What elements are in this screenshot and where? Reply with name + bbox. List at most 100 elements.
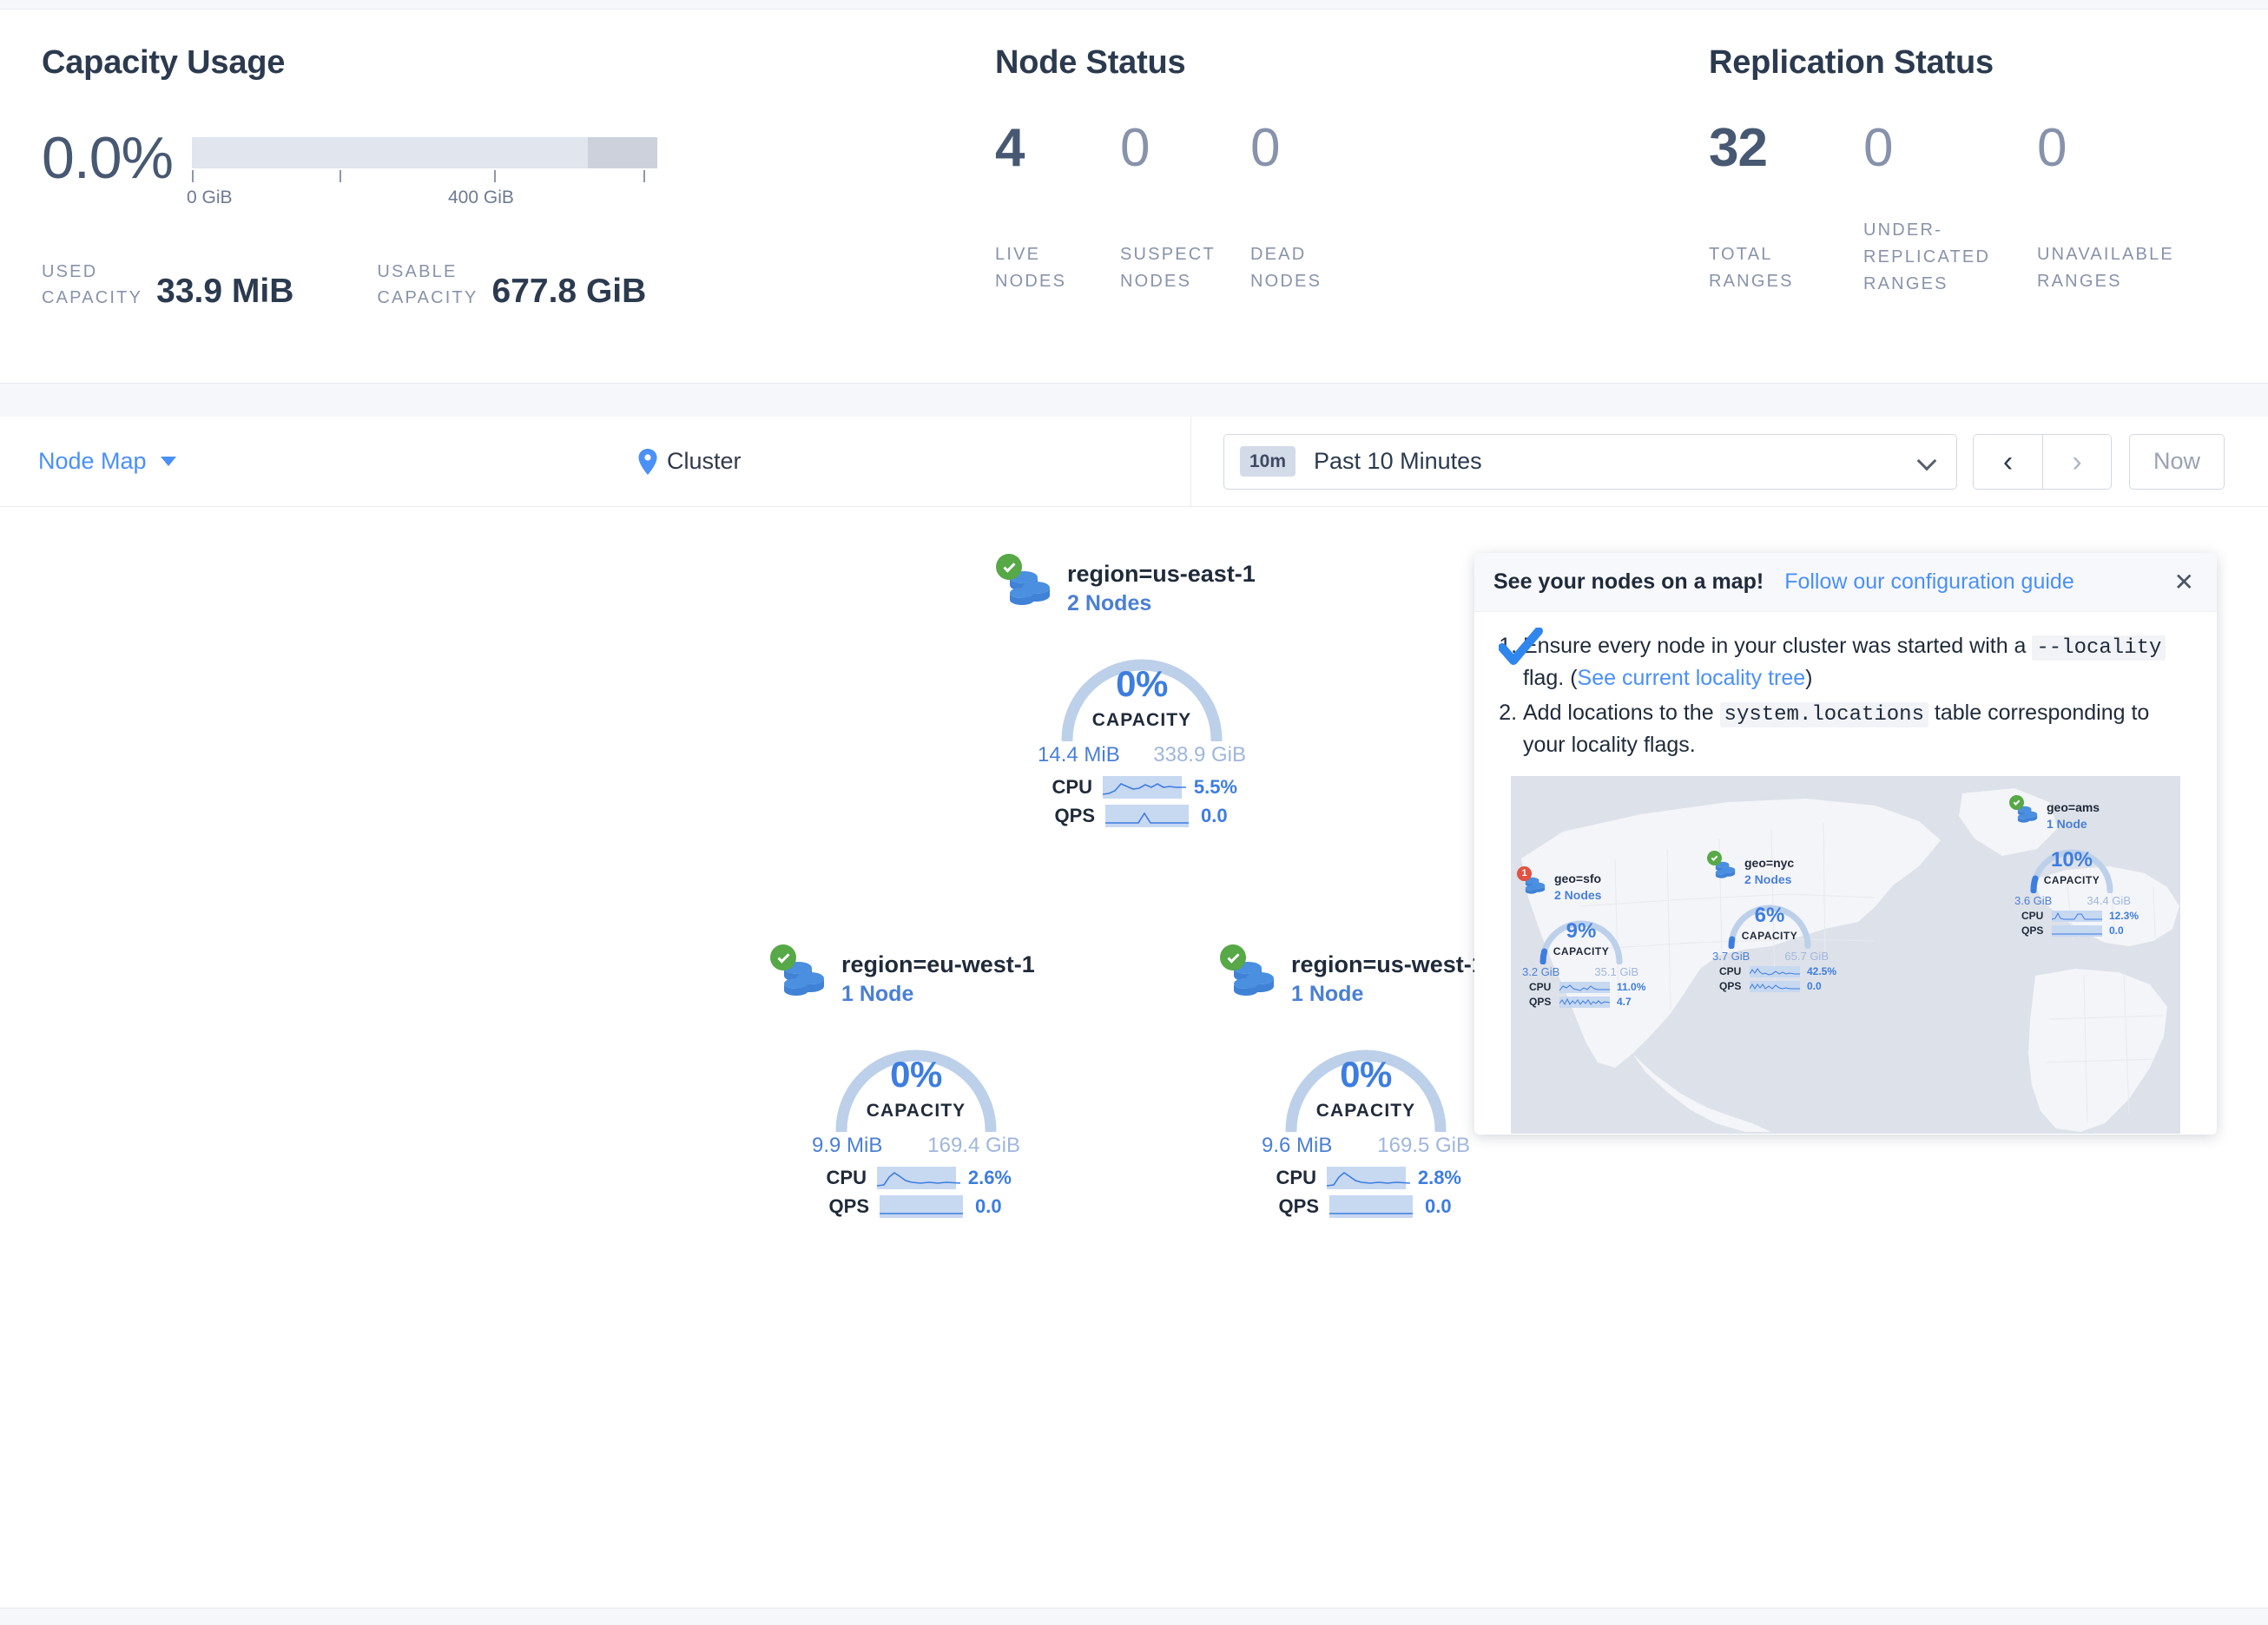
map-locality-node[interactable]: geo=ams 1 Node 10% CAPACITY bbox=[2009, 795, 2139, 938]
qps-sparkline bbox=[880, 1195, 963, 1218]
step1-text-b: flag. ( bbox=[1523, 666, 1578, 691]
view-selector-dropdown[interactable]: Node Map bbox=[38, 448, 176, 475]
replication-status-metrics: 32 TOTAL RANGES 0 UNDER- REPLICATED RANG… bbox=[1709, 118, 2268, 294]
node-status-title: Node Status bbox=[995, 44, 1186, 81]
total-ranges-value: 32 bbox=[1709, 118, 1768, 178]
locality-header: region=us-west-1 1 Node bbox=[1220, 944, 1505, 1007]
map-locality-node[interactable]: geo=nyc 2 Nodes 6% CAPACITY bbox=[1707, 851, 1836, 993]
qps-sparkline-row: QPS 0.0 bbox=[1270, 1195, 1461, 1218]
capacity-used: 14.4 MiB bbox=[1038, 743, 1120, 766]
capacity-sizes: 9.9 MiB 169.4 GiB bbox=[812, 1134, 1020, 1158]
locality-name: region=eu-west-1 bbox=[841, 951, 1035, 977]
qps-sparkline-row: QPS 0.0 bbox=[1046, 805, 1237, 827]
chevron-down-icon bbox=[160, 457, 176, 466]
capacity-usage-title: Capacity Usage bbox=[42, 44, 286, 81]
blue-check-icon bbox=[1498, 627, 1544, 668]
now-button-label: Now bbox=[2153, 448, 2200, 474]
database-stack-icon bbox=[770, 944, 831, 1003]
map-capacity-sizes: 3.2 GiB 35.1 GiB bbox=[1522, 965, 1638, 978]
locality-card[interactable]: region=us-east-1 2 Nodes 0% CAPACITY 14.… bbox=[996, 554, 1281, 827]
usable-capacity-stat: USABLE CAPACITY 677.8 GiB bbox=[377, 259, 646, 311]
time-range-select[interactable]: 10m Past 10 Minutes bbox=[1223, 433, 1957, 490]
map-capacity-percent: 10% bbox=[2050, 848, 2093, 872]
unavailable-ranges-value: 0 bbox=[2037, 118, 2067, 178]
database-stack-icon bbox=[996, 554, 1057, 613]
map-capacity-gauge: 9% CAPACITY bbox=[1536, 907, 1626, 965]
locality-name: region=us-west-1 bbox=[1291, 951, 1485, 977]
system-locations-code: system.locations bbox=[1719, 701, 1928, 727]
unavailable-ranges-metric: 0 UNAVAILABLE RANGES bbox=[2037, 118, 2211, 292]
qps-sparkline bbox=[1105, 805, 1189, 827]
breadcrumb[interactable]: Cluster bbox=[638, 448, 742, 475]
qps-sparkline bbox=[1329, 1195, 1413, 1218]
replication-status-panel: Replication Status 32 TOTAL RANGES 0 UND… bbox=[1709, 10, 2268, 383]
locality-card[interactable]: region=us-west-1 1 Node 0% CAPACITY 9.6 … bbox=[1220, 944, 1505, 1218]
capacity-usage-panel: Capacity Usage 0.0% 0 GiB 400 GiB bbox=[0, 10, 990, 383]
map-locality-node-count: 2 Nodes bbox=[1554, 888, 1602, 903]
configuration-guide-link[interactable]: Follow our configuration guide bbox=[1784, 569, 2074, 594]
step1-text-a: Ensure every node in your cluster was st… bbox=[1523, 634, 2033, 658]
suspect-nodes-value: 0 bbox=[1120, 118, 1150, 178]
map-locality-name: geo=ams bbox=[2047, 800, 2100, 815]
map-cpu-sparkline bbox=[1749, 965, 1800, 977]
setup-step-1: Ensure every node in your cluster was st… bbox=[1523, 631, 2194, 694]
node-status-panel: Node Status 4 LIVE NODES 0 SUSPECT NODES… bbox=[990, 10, 1709, 383]
summary-bar: Capacity Usage 0.0% 0 GiB 400 GiB bbox=[0, 9, 2268, 384]
locality-card[interactable]: region=eu-west-1 1 Node 0% CAPACITY 9.9 … bbox=[770, 944, 1055, 1218]
health-status-icon bbox=[996, 554, 1022, 580]
capacity-axis-min: 0 GiB bbox=[187, 188, 233, 207]
map-cpu-row: CPU 11.0% bbox=[1529, 981, 1645, 993]
toolbar-left-section: Node Map Cluster bbox=[0, 417, 1191, 506]
capacity-usage-row: 0.0% 0 GiB 400 GiB bbox=[42, 127, 990, 210]
qps-label: QPS bbox=[1054, 805, 1095, 826]
sparkline-rows: CPU 2.6% QPS 0.0 bbox=[821, 1167, 1012, 1218]
time-nav-group: ‹ › bbox=[1973, 433, 2112, 490]
total-ranges-label: TOTAL RANGES bbox=[1709, 245, 1794, 291]
map-capacity-total: 34.4 GiB bbox=[2087, 894, 2131, 908]
under-replicated-ranges-label: UNDER- REPLICATED RANGES bbox=[1863, 220, 1991, 293]
close-icon[interactable]: ✕ bbox=[2173, 568, 2194, 595]
unavailable-ranges-label: UNAVAILABLE RANGES bbox=[2037, 245, 2174, 291]
map-capacity-total: 65.7 GiB bbox=[1784, 950, 1829, 964]
locality-node-count: 1 Node bbox=[841, 982, 914, 1006]
health-status-icon bbox=[770, 944, 796, 970]
map-qps-sparkline bbox=[1559, 996, 1611, 1008]
capacity-bar-wrap: 0 GiB 400 GiB bbox=[187, 127, 657, 210]
map-capacity-gauge: 10% CAPACITY bbox=[2027, 836, 2117, 894]
cpu-label: CPU bbox=[826, 1167, 867, 1188]
map-qps-label: QPS bbox=[2021, 924, 2044, 938]
map-cpu-row: CPU 12.3% bbox=[2021, 910, 2139, 922]
map-locality-node[interactable]: 1 bbox=[1517, 866, 1645, 1008]
map-capacity-percent: 9% bbox=[1566, 919, 1597, 944]
capacity-total: 169.5 GiB bbox=[1377, 1134, 1470, 1157]
map-locality-header: geo=nyc 2 Nodes bbox=[1707, 851, 1836, 886]
map-locality-text: geo=sfo 2 Nodes bbox=[1554, 872, 1601, 902]
step1-text-c: ) bbox=[1805, 666, 1813, 691]
used-capacity-stat: USED CAPACITY 33.9 MiB bbox=[42, 259, 293, 311]
capacity-gauge-percent: 0% bbox=[1340, 1054, 1392, 1095]
capacity-sizes: 14.4 MiB 338.9 GiB bbox=[1038, 743, 1246, 767]
next-range-button[interactable]: › bbox=[2042, 434, 2111, 489]
previous-range-button[interactable]: ‹ bbox=[1974, 434, 2042, 489]
map-capacity-label: CAPACITY bbox=[2043, 874, 2100, 887]
node-status-metrics: 4 LIVE NODES 0 SUSPECT NODES 0 DEAD NODE… bbox=[995, 118, 1709, 292]
map-capacity-sizes: 3.7 GiB 65.7 GiB bbox=[1712, 950, 1829, 963]
map-capacity-label: CAPACITY bbox=[1741, 930, 1798, 943]
capacity-total: 338.9 GiB bbox=[1153, 743, 1246, 766]
map-qps-row: QPS 4.7 bbox=[1529, 996, 1645, 1008]
view-toolbar: Node Map Cluster 10m Past 10 Minutes bbox=[0, 417, 2268, 507]
cpu-label: CPU bbox=[1052, 776, 1092, 798]
map-qps-value: 0.0 bbox=[1807, 980, 1822, 993]
capacity-used: 9.6 MiB bbox=[1262, 1134, 1333, 1157]
locality-text: region=us-east-1 2 Nodes bbox=[1067, 559, 1256, 616]
locality-tree-link[interactable]: See current locality tree bbox=[1577, 666, 1806, 691]
world-map-landmass bbox=[1511, 776, 2180, 1135]
setup-steps-list: Ensure every node in your cluster was st… bbox=[1497, 631, 2194, 760]
capacity-gauge: 0% CAPACITY bbox=[829, 1026, 1003, 1132]
cpu-value: 5.5% bbox=[1193, 776, 1237, 798]
map-qps-sparkline bbox=[2052, 924, 2102, 937]
map-cpu-label: CPU bbox=[2021, 910, 2044, 923]
capacity-bar-labels: 0 GiB 400 GiB bbox=[187, 188, 657, 210]
health-status-icon bbox=[1220, 944, 1246, 970]
now-button[interactable]: Now bbox=[2129, 433, 2225, 490]
